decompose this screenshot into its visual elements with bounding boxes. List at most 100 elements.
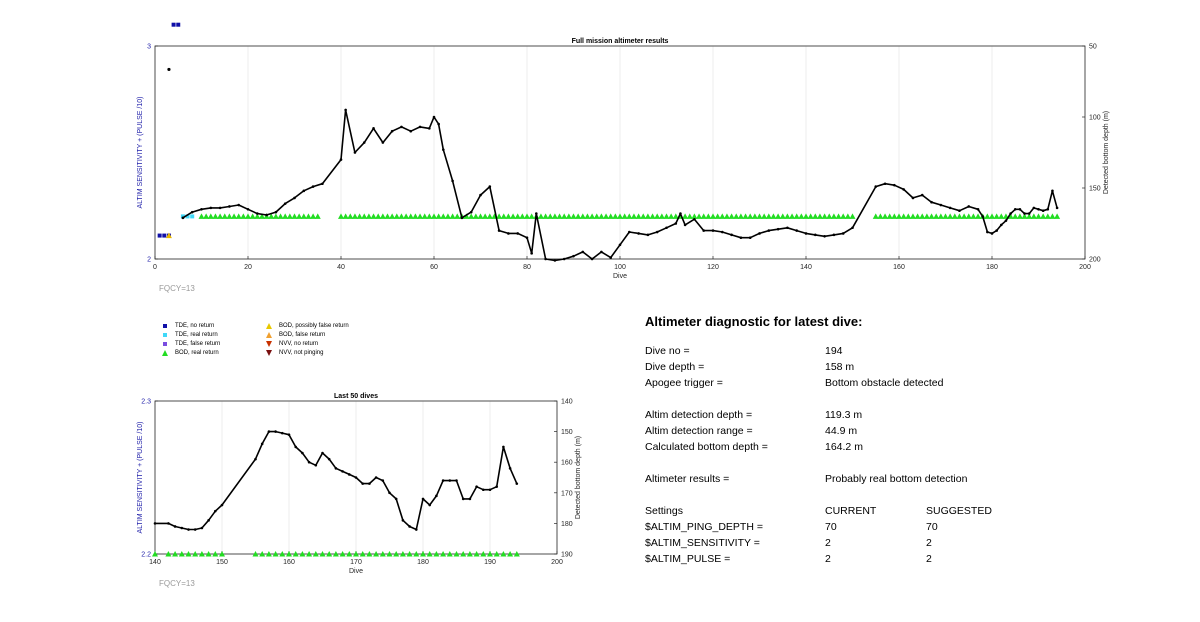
- diagnostic-panel: Altimeter diagnostic for latest dive: Di…: [645, 314, 1085, 567]
- diag-label: Dive no =: [645, 345, 690, 357]
- data-marker-triangle: [923, 213, 930, 219]
- diag-col-suggested: SUGGESTED: [926, 505, 992, 517]
- bottom-depth-point: [220, 503, 224, 507]
- data-marker-square: [190, 214, 195, 219]
- bottom-depth-point: [530, 252, 533, 255]
- data-marker-triangle: [975, 213, 982, 219]
- data-marker-triangle: [513, 551, 520, 557]
- bottom-depth-point: [739, 236, 743, 239]
- data-marker-triangle: [519, 213, 526, 219]
- bottom-depth-point: [321, 182, 324, 186]
- data-marker-triangle: [398, 213, 405, 219]
- data-marker-triangle: [914, 213, 921, 219]
- bottom-depth-point: [1000, 223, 1003, 227]
- data-marker-triangle: [765, 213, 772, 219]
- bottom-depth-point: [260, 442, 264, 446]
- diag-value: 44.9 m: [825, 425, 858, 437]
- data-marker-triangle: [1026, 213, 1033, 219]
- data-marker-triangle: [872, 213, 879, 219]
- data-point: [167, 67, 171, 72]
- bottom-depth-point: [415, 528, 418, 531]
- bottom-depth-point: [948, 206, 952, 210]
- data-marker-triangle: [882, 213, 889, 219]
- bottom-depth-point: [274, 210, 278, 214]
- bottom-depth-point: [553, 259, 557, 262]
- bottom-depth-point: [432, 115, 436, 119]
- data-marker-triangle: [984, 213, 991, 219]
- data-marker-triangle: [900, 213, 907, 219]
- y-right-tick-label: 200: [1089, 257, 1101, 264]
- data-marker-triangle: [961, 213, 968, 219]
- data-marker-triangle: [551, 213, 558, 219]
- data-marker-triangle: [579, 213, 586, 219]
- data-marker-square: [185, 214, 190, 219]
- data-marker-triangle: [463, 213, 470, 219]
- data-marker-triangle: [152, 551, 158, 557]
- diag-row-pulse: $ALTIM_PULSE = 2 2: [645, 551, 1085, 567]
- data-marker-triangle: [556, 213, 563, 219]
- data-marker-triangle: [412, 213, 419, 219]
- data-marker-triangle: [1007, 213, 1014, 219]
- data-marker-triangle: [658, 213, 665, 219]
- bottom-depth-point: [655, 230, 659, 234]
- y-left-axis-label: ALTIM SENSITIVITY + (PULSE /10): [137, 97, 144, 209]
- bottom-depth-point: [468, 497, 472, 501]
- bottom-depth-point: [348, 473, 351, 476]
- data-marker-triangle: [292, 551, 299, 557]
- legend: TDE, no return TDE, real return TDE, fal…: [155, 318, 395, 364]
- bottom-depth-point: [361, 482, 365, 485]
- data-marker-triangle: [203, 213, 210, 219]
- diag-label: Altim detection range =: [645, 425, 753, 437]
- data-marker-triangle: [737, 213, 744, 219]
- data-marker-triangle: [1012, 213, 1019, 219]
- bottom-depth-point: [776, 227, 780, 231]
- bottom-depth-point: [1018, 208, 1022, 211]
- data-marker-triangle: [413, 551, 420, 557]
- fqcy-note: FQCY=13: [159, 579, 195, 588]
- data-marker-triangle: [993, 213, 1000, 219]
- bottom-depth-point: [301, 451, 304, 455]
- legend-item: NVV, no return: [265, 340, 318, 348]
- bottom-depth-point: [804, 232, 808, 235]
- data-marker-triangle: [310, 213, 317, 219]
- data-marker-triangle: [691, 213, 698, 219]
- data-marker-triangle: [496, 213, 503, 219]
- bottom-depth-point: [451, 179, 454, 183]
- bottom-depth-point: [390, 129, 394, 133]
- legend-marker: [265, 349, 273, 357]
- bottom-depth-point: [482, 488, 485, 492]
- bottom-depth-point: [441, 479, 445, 482]
- bottom-depth-point: [902, 188, 905, 191]
- bottom-depth-point: [287, 433, 291, 436]
- data-marker-triangle: [649, 213, 656, 219]
- diag-row-altim-detection-range: Altim detection range = 44.9 m: [645, 423, 1085, 439]
- bottom-depth-point: [400, 125, 403, 129]
- data-marker-square: [162, 233, 167, 238]
- bottom-depth-point: [362, 141, 366, 144]
- bottom-depth-point: [181, 216, 185, 220]
- bottom-depth-point: [721, 230, 724, 234]
- data-marker-triangle: [254, 213, 261, 219]
- y-right-tick-label: 50: [1089, 44, 1097, 51]
- bottom-depth-point: [572, 254, 575, 258]
- x-axis-label: Dive: [349, 568, 363, 575]
- diag-label: $ALTIM_SENSITIVITY =: [645, 537, 760, 549]
- bottom-depth-point: [488, 185, 492, 188]
- data-marker-triangle: [361, 213, 368, 219]
- data-marker-triangle: [300, 213, 307, 219]
- data-marker-triangle: [192, 551, 199, 557]
- x-tick-label: 20: [244, 264, 252, 271]
- data-marker-triangle: [891, 213, 898, 219]
- data-marker-triangle: [319, 551, 326, 557]
- data-marker-triangle: [1021, 213, 1028, 219]
- bottom-depth-point: [246, 208, 250, 211]
- data-marker-triangle: [561, 213, 568, 219]
- bottom-depth-point: [321, 451, 324, 455]
- diag-value: 2: [825, 553, 831, 565]
- bottom-depth-point: [207, 519, 210, 522]
- data-marker-triangle: [942, 213, 949, 219]
- bottom-depth-point: [497, 229, 501, 232]
- bottom-depth-point: [255, 212, 259, 215]
- data-marker-triangle: [198, 213, 205, 219]
